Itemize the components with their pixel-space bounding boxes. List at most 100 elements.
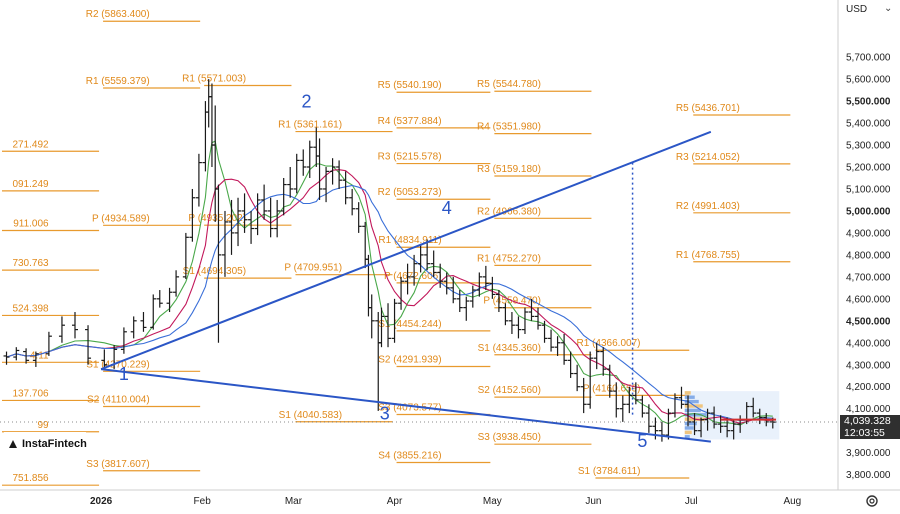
wave-label: 5 [637,431,647,451]
instaforex-logo-icon [8,439,18,449]
x-tick-label: Jun [585,496,601,507]
pivot-label: R5 (5544.780) [477,79,541,90]
y-tick-label: 4,400.000 [846,338,891,349]
y-tick-label: 4,100.000 [846,404,891,415]
y-tick-label: 4,600.000 [846,294,891,305]
trendline [100,368,711,443]
y-tick-label: 4,300.000 [846,360,891,371]
pivot-label: 911.006 [13,218,49,229]
pivot-label: R4 (5377.884) [378,116,442,127]
pivot-label: P (4934.589) [92,213,150,224]
pivot-label: 091.249 [12,179,49,190]
x-tick-label: Feb [194,496,212,507]
pivot-label: S1 (4345.360) [478,343,541,354]
pivot-label: 271.492 [12,139,49,150]
pivot-label: 4.11 [30,350,49,361]
pivot-label: R2 (4991.403) [676,201,740,212]
pivot-label: R1 (5559.379) [86,76,150,87]
gear-icon[interactable] [864,493,880,509]
x-tick-label: Apr [387,496,403,507]
watermark: InstaFintech [4,432,87,456]
pivot-label: R4 (5351.980) [477,122,541,133]
pivot-label: R3 (5159.180) [477,164,541,175]
volume-profile-bar [684,430,692,435]
pivot-label: R1 (5571.003) [182,73,246,84]
pivot-label: S1 (4270.229) [86,359,149,370]
watermark-text: InstaFintech [22,438,87,450]
x-tick-label: Mar [285,496,303,507]
pivot-label: R2 (5863.400) [86,9,150,20]
wave-label: 2 [301,92,311,112]
pivot-label: S1 (4040.583) [279,410,342,421]
pivot-label: R3 (5215.578) [378,152,442,163]
y-tick-label: 3,900.000 [846,448,891,459]
moving-average-line [6,140,773,426]
wave-label: 3 [380,404,390,424]
pivot-label: S1 (4694.305) [183,266,246,277]
volume-profile-bar [684,391,691,395]
volume-profile-bar [684,408,701,413]
volume-profile-bar [684,395,695,399]
pivot-label: R3 (5214.052) [676,152,740,163]
pivot-label: R5 (5436.701) [676,103,740,114]
pivot-label: P (4709.951) [284,263,342,274]
pivot-label: P (4935.202) [188,213,246,224]
pivot-label: 751.856 [12,473,49,484]
volume-profile-bar [684,404,703,408]
y-tick-label: 5,700.000 [846,53,891,64]
volume-profile-bar [684,413,707,417]
wave-label: 1 [119,364,129,384]
pivot-label: R1 (4768.755) [676,250,740,261]
pivot-label: R5 (5540.190) [378,80,442,91]
pivot-label: S2 (4291.939) [378,355,441,366]
chevron-down-icon[interactable]: ⌄ [884,3,893,14]
y-tick-label: 4,900.000 [846,228,891,239]
currency-label: USD [846,4,868,15]
wave-label: 4 [442,198,452,218]
y-tick-label: 3,800.000 [846,470,891,481]
pivot-label: S3 (3817.607) [86,459,149,470]
y-tick-label: 4,200.000 [846,382,891,393]
y-tick-label: 5,300.000 [846,141,891,152]
pivot-label: 730.763 [12,258,49,269]
moving-average-line [6,169,773,424]
pivot-label: R1 (4366.007) [577,338,641,349]
pivot-label: S4 (3855.216) [378,450,441,461]
pivot-label: R1 (4834.911) [378,235,441,246]
pivot-label: S3 (3938.450) [478,432,541,443]
pivot-label: R1 (4752.270) [477,253,541,264]
volume-profile-bar [684,421,697,426]
pivot-label: S1 (4454.244) [378,319,441,330]
pivot-label: 137.706 [12,388,49,399]
x-tick-label: Jul [685,496,698,507]
pivot-label: S2 (4110.004) [87,395,150,406]
candles [3,79,776,442]
pivot-label: 524.398 [12,303,49,314]
y-tick-label: 5,000.000 [846,206,891,217]
pivot-label: P (4160.659) [583,383,641,394]
y-tick-label: 4,800.000 [846,250,891,261]
y-tick-label: 4,500.000 [846,316,891,327]
moving-average-line [6,184,773,422]
pivot-label: R2 (5053.273) [378,187,442,198]
y-tick-label: 5,200.000 [846,162,891,173]
y-tick-label: 5,600.000 [846,75,891,86]
trendline [100,130,712,371]
volume-profile-bar [684,435,690,439]
x-tick-label: Aug [783,496,801,507]
y-tick-label: 5,400.000 [846,119,891,130]
y-tick-label: 5,100.000 [846,184,891,195]
x-tick-label: 2026 [90,496,113,507]
last-price-value: 4,039.328 [844,415,891,427]
x-tick-label: May [483,496,502,507]
pivot-label: S1 (3784.611) [578,466,641,477]
pivot-label: R1 (5361.161) [278,120,342,131]
pivot-label: 99 [37,420,49,431]
volume-profile-bar [684,399,699,404]
y-tick-label: 5,500.000 [846,97,891,108]
pivot-label: R2 (4966.380) [477,206,541,217]
y-tick-label: 4,700.000 [846,272,891,283]
last-price-tag: 4,039.328 12:03:55 [840,415,900,439]
